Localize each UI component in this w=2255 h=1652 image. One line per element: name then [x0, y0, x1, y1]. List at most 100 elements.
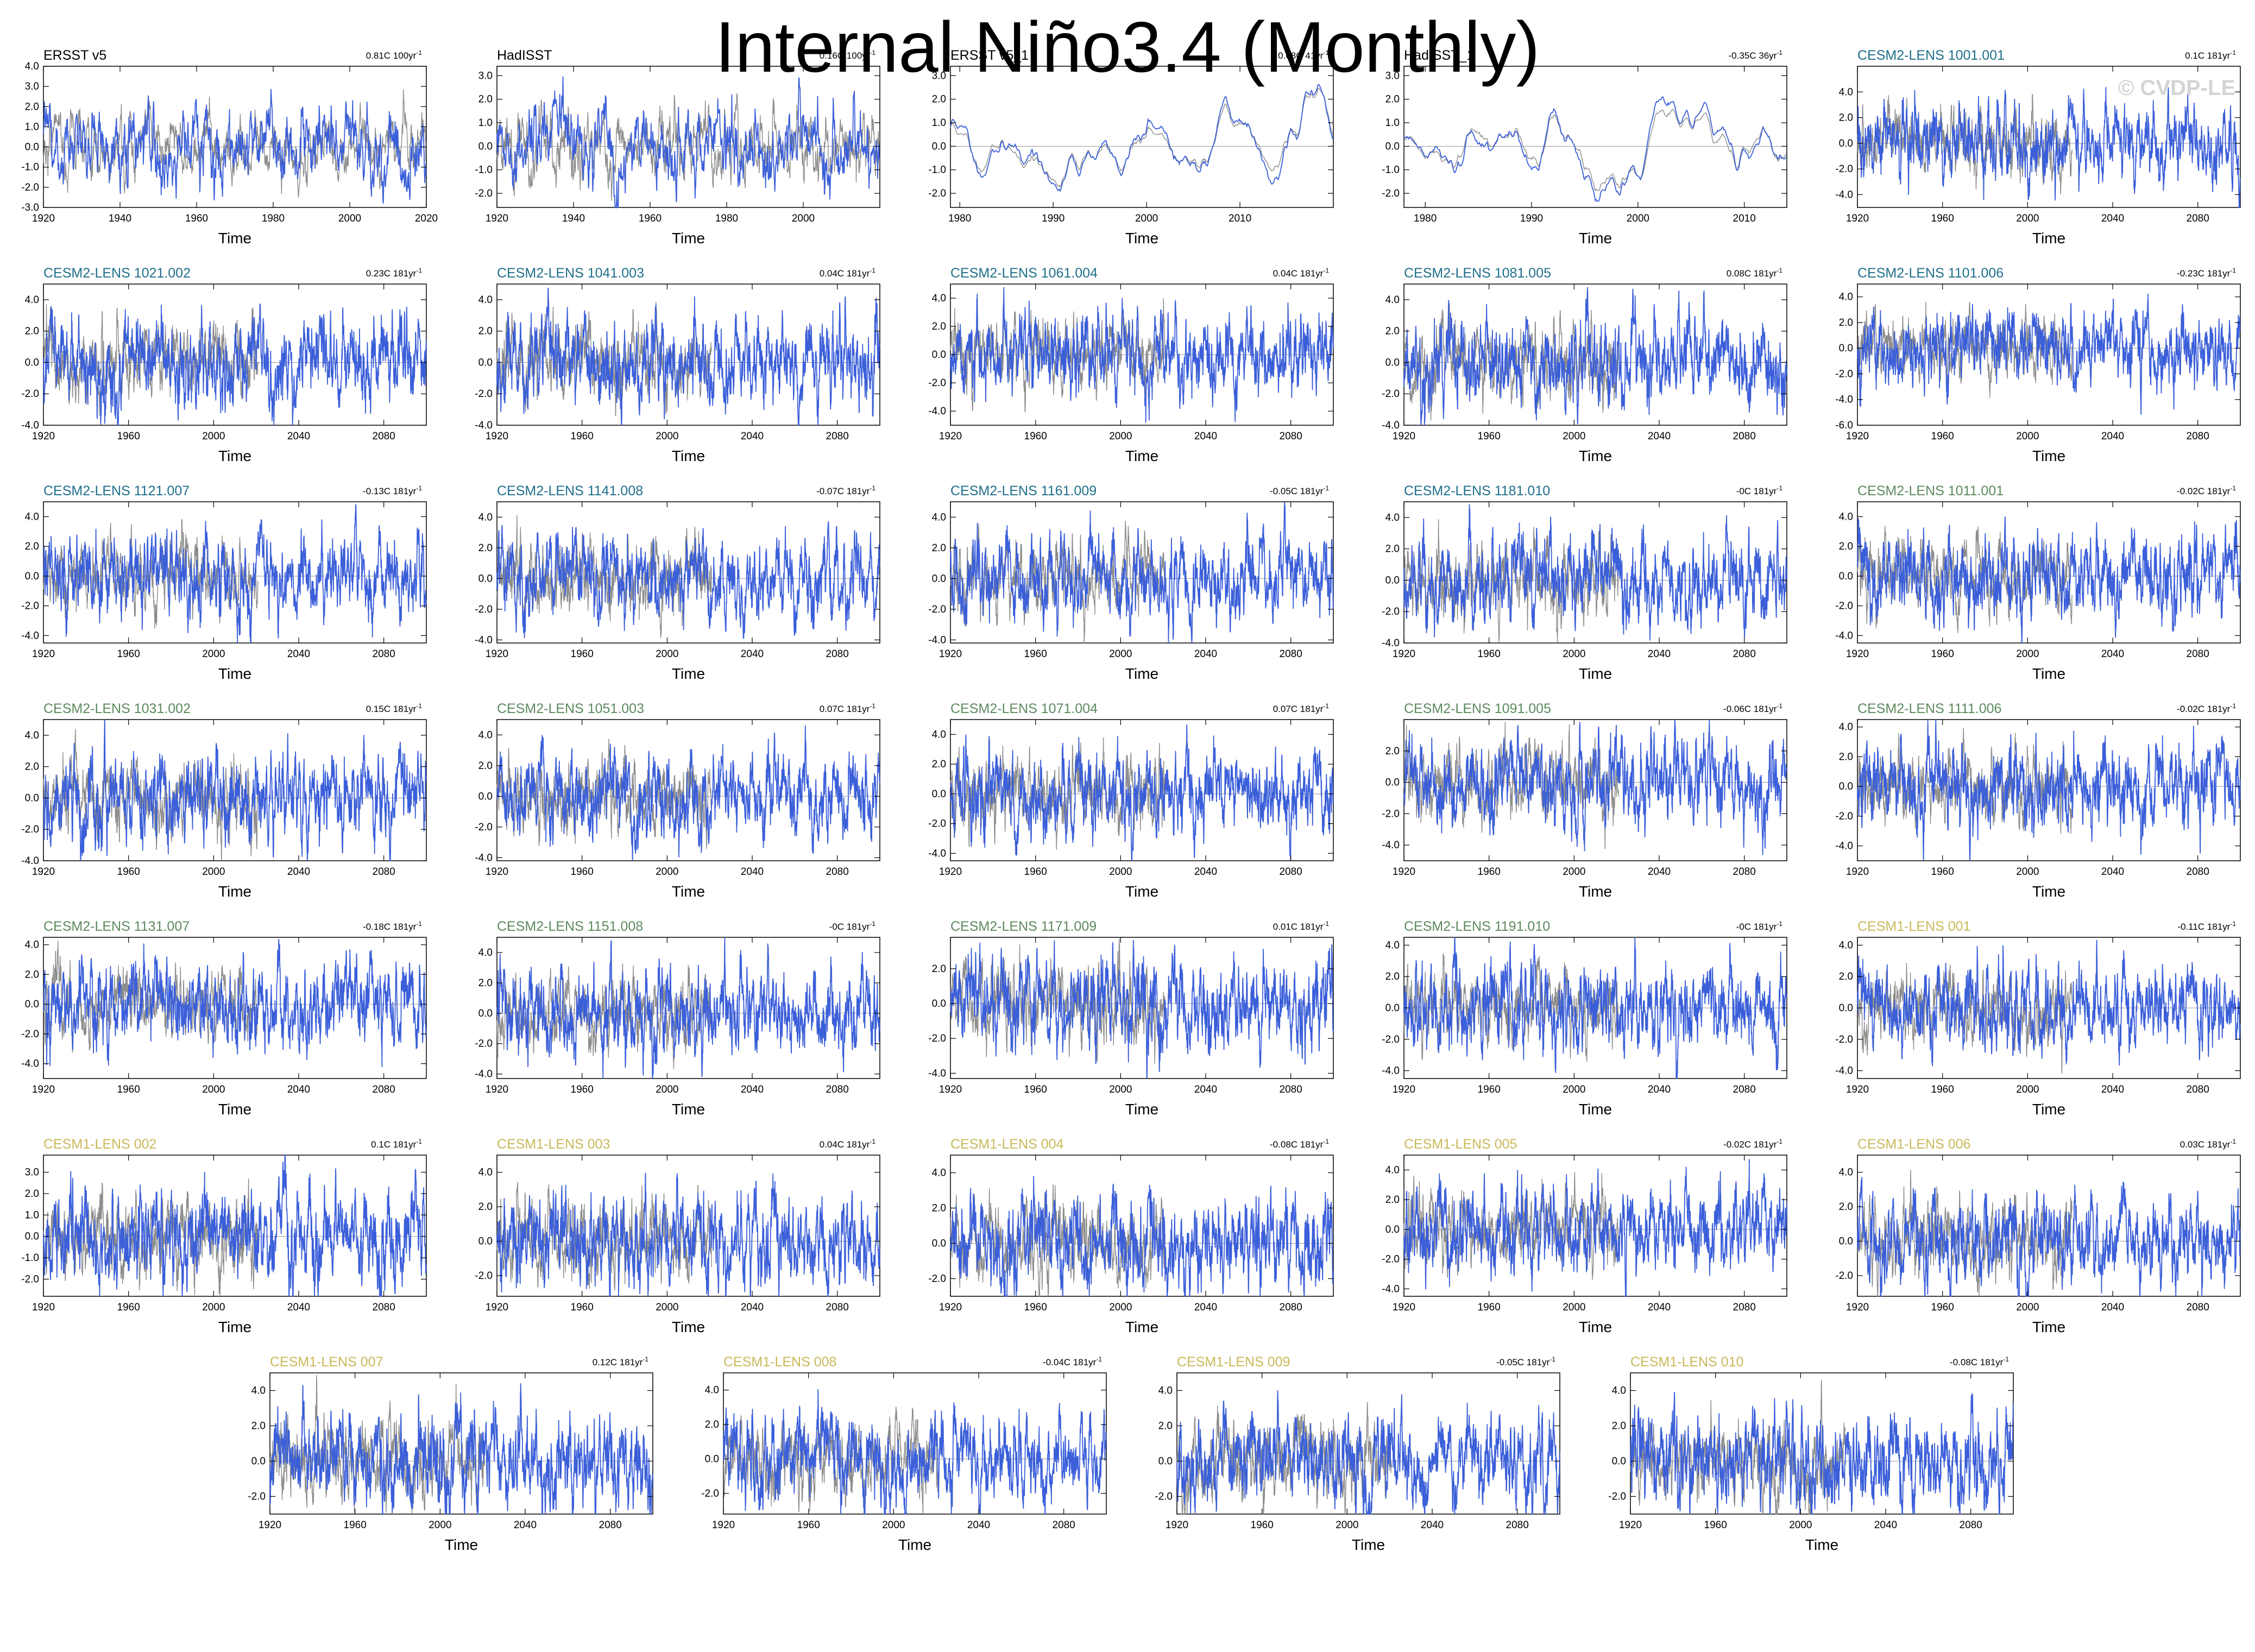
x-tick-label: 2000: [1109, 866, 1132, 878]
y-tick-label: 0.0: [1385, 777, 1400, 789]
y-tick-label: 3.0: [932, 70, 946, 81]
y-tick-label: 4.0: [478, 294, 493, 306]
primary-series-line: [43, 89, 427, 204]
panel-17: CESM2-LENS 1051.003 0.07C 181yr-1 -4.0 -2.0…: [475, 701, 880, 900]
stat-exponent: -1: [2003, 1355, 2009, 1363]
x-tick-label: 2080: [1280, 648, 1302, 660]
y-tick-label: 0.0: [1158, 1456, 1173, 1467]
y-tick-label: -2.0: [475, 188, 493, 199]
primary-series-line: [496, 521, 880, 639]
x-axis-label: Time: [218, 1319, 251, 1335]
x-tick-label: 2040: [287, 431, 310, 442]
panel-title: CESM2-LENS 1011.001: [1857, 483, 2004, 499]
primary-series-line: [1403, 504, 1787, 641]
stat-exponent: -1: [1323, 49, 1329, 56]
y-tick-label: 4.0: [478, 947, 493, 959]
x-tick-label: 1980: [262, 213, 285, 224]
x-tick-label: 2040: [2101, 213, 2124, 224]
x-tick-label: 2080: [1506, 1519, 1529, 1531]
y-tick-label: 2.0: [251, 1421, 266, 1432]
panel-3: ERSST v5_1 0.08C 41yr-1 -2.0 -1.0 0.0 1.0 2.0 3…: [928, 48, 1334, 247]
panel-title: CESM2-LENS 1121.007: [43, 483, 190, 499]
y-tick-label: -4.0: [928, 406, 946, 417]
y-tick-label: 3.0: [25, 1167, 39, 1178]
x-axis-label: Time: [1579, 1101, 1612, 1118]
x-tick-label: 1960: [571, 1084, 594, 1095]
x-tick-label: 1920: [1393, 1302, 1415, 1313]
y-tick-label: -4.0: [475, 1069, 493, 1080]
x-tick-label: 1920: [1846, 1302, 1869, 1313]
y-tick-label: 2.0: [25, 1188, 39, 1200]
y-tick-label: -2.0: [21, 824, 39, 835]
x-tick-label: 2000: [1789, 1519, 1812, 1531]
x-tick-label: 1960: [1931, 1084, 1954, 1095]
panel-stat: -0C 181yr-1: [1736, 920, 1783, 932]
primary-series-line: [1403, 937, 1787, 1079]
plot-frame: [1403, 719, 1787, 861]
panel-title: CESM2-LENS 1021.002: [43, 266, 191, 281]
panel-14: CESM2-LENS 1181.010 -0C 181yr-1 -4.0 -2.0 0.…: [1382, 483, 1787, 682]
y-tick-label: 2.0: [25, 101, 39, 112]
panel-stat: -0.08C 181yr-1: [1950, 1355, 2009, 1367]
y-tick-label: 4.0: [1385, 512, 1400, 524]
y-tick-label: -2.0: [475, 604, 493, 615]
stat-exponent: -1: [870, 267, 875, 274]
x-tick-label: 2000: [202, 431, 225, 442]
stat-exponent: -1: [1549, 1355, 1555, 1363]
y-tick-label: -2.0: [21, 1029, 39, 1040]
x-tick-label: 2080: [2187, 1302, 2209, 1313]
x-tick-label: 1960: [571, 431, 594, 442]
y-tick-label: -6.0: [1835, 420, 1853, 431]
y-tick-label: 0.0: [1839, 138, 1853, 149]
x-axis-label: Time: [218, 883, 251, 900]
stat-exponent: -1: [1323, 920, 1329, 928]
stat-exponent: -1: [1777, 920, 1782, 928]
panel-stat: -0.02C 181yr-1: [1723, 1138, 1782, 1150]
x-tick-label: 2000: [656, 648, 678, 660]
y-tick-label: 4.0: [1612, 1385, 1626, 1397]
panel-title: CESM1-LENS 007: [270, 1354, 383, 1370]
x-tick-label: 1920: [1393, 648, 1415, 660]
panel-title: CESM1-LENS 004: [950, 1137, 1064, 1152]
primary-series-line: [496, 725, 880, 861]
x-axis-label: Time: [672, 230, 705, 247]
panel-stat: 0.07C 181yr-1: [820, 702, 876, 714]
panel-29: CESM1-LENS 005 -0.02C 181yr-1 -4.0 -2.0 0.0 2…: [1382, 1137, 1787, 1335]
stat-exponent: -1: [416, 702, 422, 710]
y-tick-label: -4.0: [928, 848, 946, 859]
x-tick-label: 1960: [1024, 648, 1047, 660]
y-tick-label: 3.0: [478, 70, 493, 81]
x-tick-label: 2080: [826, 1302, 849, 1313]
x-tick-label: 1960: [797, 1519, 820, 1531]
x-tick-label: 2040: [1648, 1302, 1671, 1313]
panel-stat: -0.11C 181yr-1: [2177, 920, 2236, 932]
y-tick-label: 2.0: [1839, 317, 1853, 329]
y-tick-label: 4.0: [932, 512, 946, 523]
y-tick-label: 2.0: [1385, 971, 1400, 982]
x-tick-label: 1920: [1846, 213, 1869, 224]
y-tick-label: 2.0: [932, 321, 946, 332]
page-title: Internal Niño3.4 (Monthly): [715, 7, 1540, 87]
panel-stat: 0.23C 181yr-1: [366, 267, 423, 279]
y-tick-label: -2.0: [1382, 1254, 1400, 1265]
y-tick-label: 4.0: [1158, 1385, 1173, 1397]
x-tick-label: 2000: [656, 1084, 678, 1095]
panel-4: HadISST_1 -0.35C 36yr-1 -2.0 -1.0 0.0 1.0 2.0 3…: [1382, 48, 1787, 247]
y-tick-label: 2.0: [25, 326, 39, 337]
x-tick-label: 2080: [373, 1084, 395, 1095]
panel-22: CESM2-LENS 1151.008 -0C 181yr-1 -4.0 -2.0 0.…: [475, 919, 880, 1118]
x-tick-label: 2000: [202, 1302, 225, 1313]
y-tick-label: 0.0: [25, 999, 39, 1010]
x-tick-label: 1960: [117, 1302, 140, 1313]
y-tick-label: 2.0: [1158, 1421, 1173, 1432]
panel-25: CESM1-LENS 001 -0.11C 181yr-1 -4.0 -2.0 0.0 2…: [1835, 919, 2241, 1118]
x-tick-label: 2000: [202, 648, 225, 660]
x-axis-label: Time: [2032, 883, 2065, 900]
stat-exponent: -1: [870, 702, 875, 710]
panel-stat: -0.02C 181yr-1: [2177, 702, 2236, 714]
y-tick-label: -2.0: [1835, 163, 1853, 175]
panel-33: CESM1-LENS 009 -0.05C 181yr-1 -2.0 0.0 2.0 4.…: [1155, 1354, 1560, 1553]
y-tick-label: -1.0: [475, 165, 493, 176]
y-tick-label: -1.0: [1382, 165, 1400, 176]
x-tick-label: 1920: [1166, 1519, 1188, 1531]
